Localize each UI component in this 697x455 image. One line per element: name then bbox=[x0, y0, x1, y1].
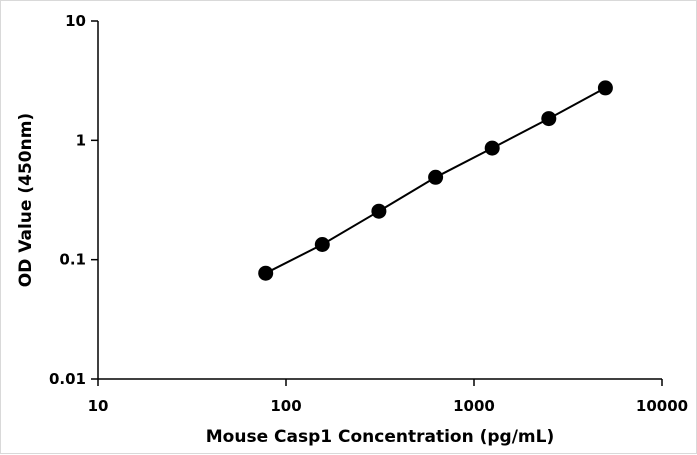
y-tick-label: 1 bbox=[76, 131, 86, 149]
x-tick-label: 100 bbox=[270, 397, 301, 415]
x-tick-label: 10000 bbox=[636, 397, 688, 415]
series bbox=[258, 80, 613, 281]
axes bbox=[97, 21, 662, 380]
x-tick-label: 10 bbox=[88, 397, 109, 415]
data-point bbox=[597, 80, 613, 96]
y-tick-label: 10 bbox=[65, 12, 86, 30]
y-tick-label: 0.1 bbox=[59, 251, 86, 269]
x-axis-title: Mouse Casp1 Concentration (pg/mL) bbox=[206, 427, 554, 447]
ticks: 0.01 0.1 1 10 10 100 1000 10000 bbox=[49, 12, 688, 415]
data-point bbox=[541, 111, 557, 127]
data-point bbox=[314, 237, 330, 252]
data-point bbox=[371, 203, 387, 219]
data-point bbox=[484, 140, 500, 156]
data-point bbox=[258, 265, 274, 281]
y-axis-title: OD Value (450nm) bbox=[16, 113, 36, 287]
x-tick-label: 1000 bbox=[453, 397, 495, 415]
y-tick-label: 0.01 bbox=[49, 370, 86, 388]
data-point bbox=[428, 169, 444, 185]
